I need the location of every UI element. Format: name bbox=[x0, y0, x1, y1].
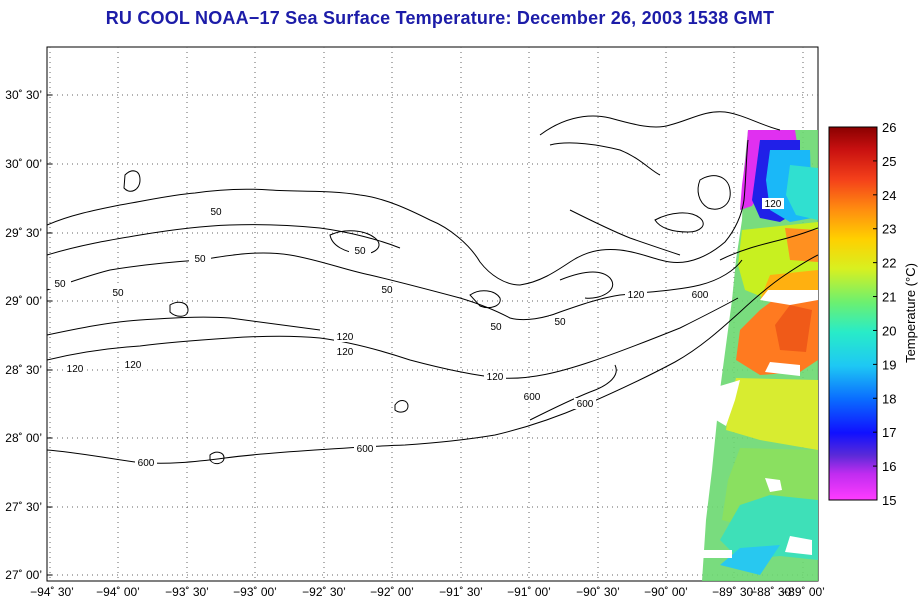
contour-label-bg bbox=[135, 457, 157, 468]
contour-label-bg bbox=[689, 289, 711, 300]
contour-label-bg bbox=[189, 253, 211, 264]
contour-label: 120 bbox=[487, 372, 504, 383]
contour-label-bg bbox=[762, 198, 784, 209]
contour-label: 600 bbox=[524, 392, 541, 403]
contour-label: 50 bbox=[112, 288, 124, 299]
colorbar-tick-label: 24 bbox=[882, 188, 896, 203]
contour-label-bg bbox=[349, 245, 371, 256]
lon-tick-label: −90˚ 00’ bbox=[644, 585, 688, 599]
contour-label: 50 bbox=[554, 317, 566, 328]
bathymetry-contours bbox=[47, 111, 818, 465]
colorbar-tick-label: 18 bbox=[882, 391, 896, 406]
contour-label-bg bbox=[49, 278, 71, 289]
contour-label-bg bbox=[484, 371, 506, 382]
colorbar-tick-label: 26 bbox=[882, 120, 896, 135]
contour-label-bg bbox=[107, 287, 129, 298]
colorbar: 26 25 24 23 22 21 20 19 18 17 16 15 Temperature (°C… bbox=[828, 120, 918, 508]
contour-label: 120 bbox=[337, 347, 354, 358]
contour-label: 120 bbox=[337, 332, 354, 343]
lon-tick-label: −89˚ 00’ bbox=[781, 585, 825, 599]
contour-label: 50 bbox=[354, 246, 366, 257]
lat-tick-label: 28˚ 00’ bbox=[5, 431, 42, 445]
lat-lon-grid bbox=[47, 47, 818, 581]
colorbar-tick-label: 22 bbox=[882, 256, 896, 271]
contour-label-bg bbox=[485, 321, 507, 332]
lat-tick-label: 29˚ 30’ bbox=[5, 226, 42, 240]
lat-tick-label: 29˚ 00’ bbox=[5, 294, 42, 308]
contour-label: 50 bbox=[210, 207, 222, 218]
latitude-axis: 30˚ 30’ 30˚ 00’ 29˚ 30’ 29˚ 00’ 28˚ 30’ 28˚ 0… bbox=[5, 88, 52, 582]
contour-label: 120 bbox=[765, 199, 782, 210]
contour-label: 600 bbox=[577, 399, 594, 410]
lon-tick-label: −92˚ 00’ bbox=[370, 585, 414, 599]
colorbar-tick-label: 23 bbox=[882, 222, 896, 237]
colorbar-ticks: 26 25 24 23 22 21 20 19 18 17 16 15 bbox=[873, 120, 896, 508]
lat-tick-label: 30˚ 30’ bbox=[5, 88, 42, 102]
colorbar-tick-label: 15 bbox=[882, 493, 896, 508]
lon-tick-label: −94˚ 30’ bbox=[30, 585, 74, 599]
contour-label-bg bbox=[549, 316, 571, 327]
contour-labels: 50 50 50 50 50 50 50 50 120 120 120 120 120 120 120 600… bbox=[49, 198, 784, 469]
contour-label: 50 bbox=[194, 254, 206, 265]
lat-tick-label: 27˚ 30’ bbox=[5, 500, 42, 514]
contour-label-bg bbox=[354, 443, 376, 454]
lat-tick-label: 30˚ 00’ bbox=[5, 157, 42, 171]
contour-label-bg bbox=[64, 363, 86, 374]
contour-label-bg bbox=[334, 346, 356, 357]
colorbar-tick-label: 25 bbox=[882, 154, 896, 169]
lat-tick-label: 28˚ 30’ bbox=[5, 363, 42, 377]
colorbar-tick-label: 20 bbox=[882, 323, 896, 338]
colorbar-label: Temperature (°C) bbox=[903, 263, 918, 363]
lon-tick-label: −94˚ 00’ bbox=[96, 585, 140, 599]
contour-label-bg bbox=[376, 284, 398, 295]
contour-label: 50 bbox=[54, 279, 66, 290]
colorbar-tick-label: 21 bbox=[882, 290, 896, 305]
colorbar-gradient bbox=[828, 126, 878, 501]
contour-label-bg bbox=[625, 289, 647, 300]
longitude-axis: −94˚ 30’ −94˚ 00’ −93˚ 30’ −93˚ 00’ −92˚ 30’… bbox=[30, 585, 825, 599]
contour-label: 600 bbox=[138, 458, 155, 469]
colorbar-tick-label: 17 bbox=[882, 425, 896, 440]
contour-label-bg bbox=[205, 206, 227, 217]
map-title: RU COOL NOAA−17 Sea Surface Temperature:… bbox=[105, 8, 775, 28]
contour-label: 600 bbox=[692, 290, 709, 301]
contour-label: 50 bbox=[490, 322, 502, 333]
lon-tick-label: −90˚ 30’ bbox=[576, 585, 620, 599]
contour-label: 120 bbox=[628, 290, 645, 301]
contour-label-bg bbox=[122, 359, 144, 370]
contour-label: 120 bbox=[67, 364, 84, 375]
colorbar-tick-label: 16 bbox=[882, 459, 896, 474]
contour-label: 50 bbox=[381, 285, 393, 296]
lon-tick-label: −92˚ 30’ bbox=[302, 585, 346, 599]
contour-label: 120 bbox=[125, 360, 142, 371]
contour-label-bg bbox=[334, 331, 356, 342]
contour-label: 600 bbox=[357, 444, 374, 455]
lon-tick-label: −88˚ 30’ bbox=[750, 585, 794, 599]
lat-tick-label: 27˚ 00’ bbox=[5, 568, 42, 582]
map-frame bbox=[46, 46, 819, 582]
lon-tick-label: −91˚ 00’ bbox=[507, 585, 551, 599]
lon-tick-label: −93˚ 00’ bbox=[233, 585, 277, 599]
lon-tick-label: −89˚ 30’ bbox=[712, 585, 756, 599]
colorbar-tick-label: 19 bbox=[882, 357, 896, 372]
contour-label-bg bbox=[574, 398, 596, 409]
contour-label-bg bbox=[521, 391, 543, 402]
lon-tick-label: −93˚ 30’ bbox=[165, 585, 209, 599]
lon-tick-label: −91˚ 30’ bbox=[439, 585, 483, 599]
